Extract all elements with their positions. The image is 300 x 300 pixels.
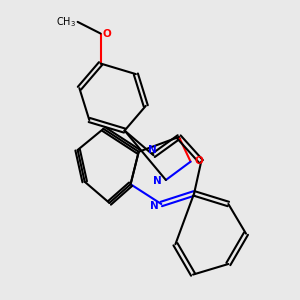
Text: N: N bbox=[150, 201, 158, 211]
Text: O: O bbox=[195, 156, 204, 166]
Text: CH$_3$: CH$_3$ bbox=[56, 15, 76, 29]
Text: N: N bbox=[153, 176, 162, 186]
Text: N: N bbox=[148, 145, 157, 155]
Text: O: O bbox=[102, 28, 111, 38]
